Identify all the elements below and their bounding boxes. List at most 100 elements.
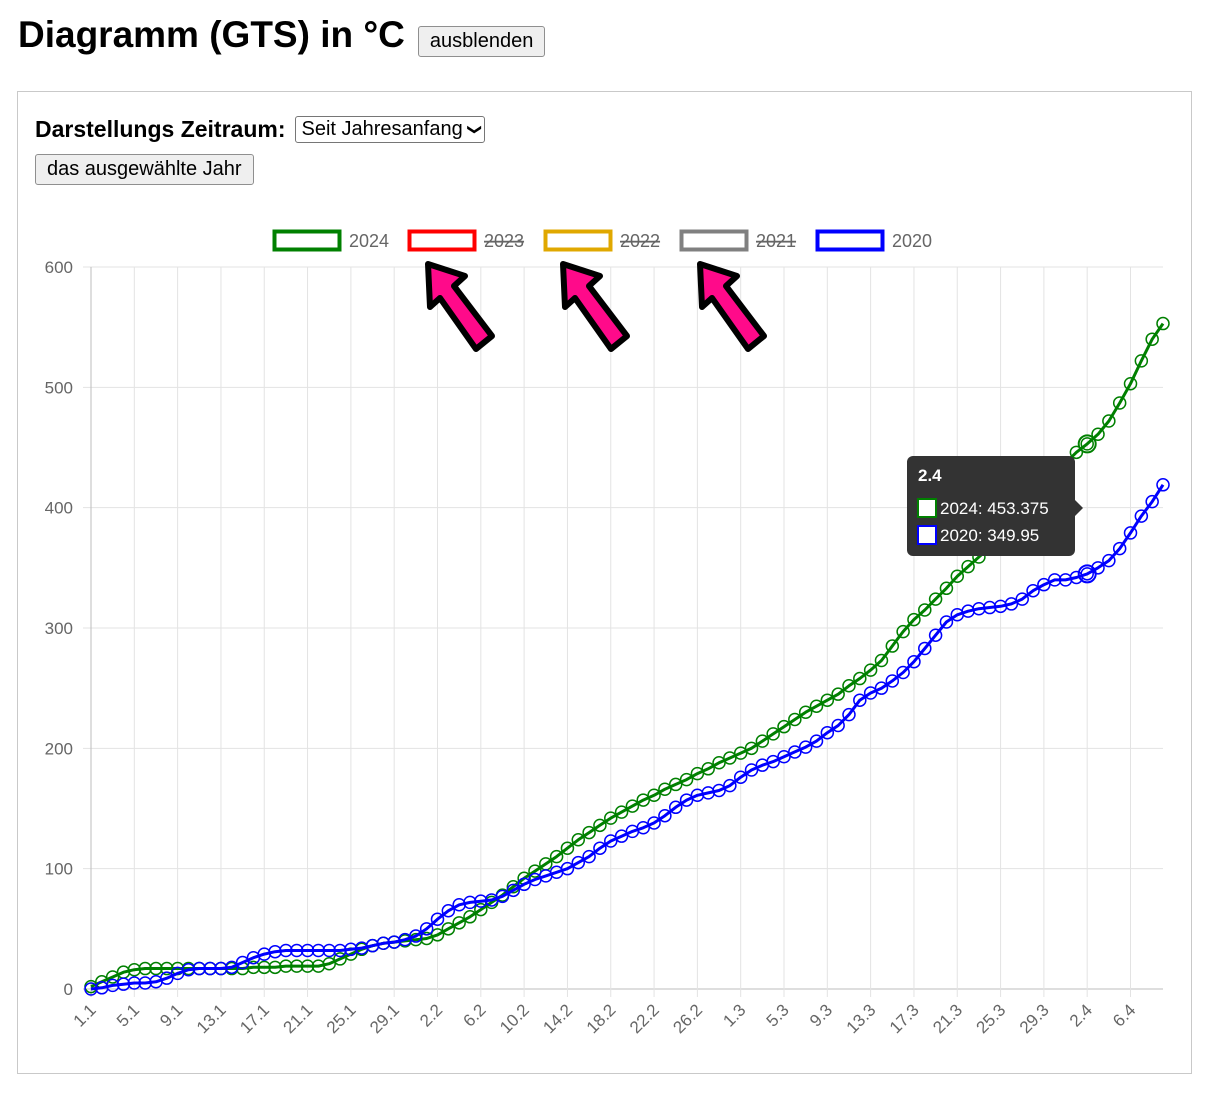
data-point-2020[interactable]: [1112, 541, 1127, 556]
legend-swatch-2020[interactable]: [815, 229, 885, 252]
data-point-2024[interactable]: [571, 833, 586, 847]
data-point-2024[interactable]: [246, 960, 261, 975]
data-point-2020[interactable]: [863, 686, 878, 700]
data-point-2020[interactable]: [788, 745, 802, 759]
data-point-2020[interactable]: [84, 982, 98, 996]
data-point-2024[interactable]: [658, 782, 672, 796]
data-point-2020[interactable]: [1015, 592, 1029, 606]
data-point-2020[interactable]: [1026, 583, 1040, 598]
data-point-2024[interactable]: [1123, 376, 1138, 391]
data-point-2020[interactable]: [885, 674, 900, 688]
data-point-2020[interactable]: [679, 793, 694, 807]
data-point-2020[interactable]: [820, 725, 835, 740]
data-point-2020[interactable]: [1156, 478, 1170, 492]
data-point-2024[interactable]: [1080, 437, 1094, 451]
data-point-2024[interactable]: [950, 569, 965, 584]
data-point-2024[interactable]: [766, 727, 780, 741]
data-point-2024[interactable]: [777, 719, 791, 734]
data-point-2024[interactable]: [1102, 414, 1116, 428]
data-point-2024[interactable]: [614, 805, 629, 819]
data-point-2020[interactable]: [733, 770, 748, 784]
legend-swatch-2021[interactable]: [679, 229, 749, 252]
data-point-2024[interactable]: [647, 788, 661, 803]
data-point-2020[interactable]: [972, 601, 986, 616]
data-point-2020[interactable]: [658, 808, 672, 823]
data-point-2020[interactable]: [311, 943, 326, 958]
data-point-2020[interactable]: [744, 763, 759, 777]
data-point-2024[interactable]: [679, 772, 694, 787]
data-point-2020[interactable]: [138, 976, 152, 990]
data-point-2020[interactable]: [582, 849, 596, 864]
data-point-2024[interactable]: [885, 639, 900, 653]
data-point-2020[interactable]: [809, 734, 824, 748]
data-point-2020[interactable]: [289, 943, 304, 958]
legend-swatch-2022[interactable]: [543, 229, 613, 252]
data-point-2024[interactable]: [961, 559, 975, 574]
data-point-2020[interactable]: [636, 821, 650, 835]
data-point-2020[interactable]: [116, 977, 131, 991]
data-point-2024[interactable]: [474, 902, 488, 917]
data-point-2020[interactable]: [918, 641, 932, 656]
data-point-2024[interactable]: [1069, 445, 1084, 460]
data-point-2020[interactable]: [842, 707, 856, 722]
data-point-2020[interactable]: [831, 718, 845, 733]
legend-swatch-2024[interactable]: [272, 229, 342, 252]
data-point-2020[interactable]: [333, 943, 347, 958]
data-point-2020[interactable]: [344, 942, 358, 957]
data-point-2024[interactable]: [798, 705, 813, 719]
data-point-2020[interactable]: [1134, 509, 1149, 523]
legend-label-2021[interactable]: 2021: [756, 231, 796, 251]
data-point-2024[interactable]: [300, 959, 315, 973]
data-point-2020[interactable]: [560, 861, 575, 876]
data-point-2020[interactable]: [1123, 526, 1138, 540]
data-point-2020[interactable]: [907, 654, 921, 669]
data-point-2020[interactable]: [181, 962, 196, 977]
data-point-2020[interactable]: [474, 894, 488, 908]
data-point-2020[interactable]: [571, 855, 586, 870]
data-point-2020[interactable]: [517, 877, 531, 892]
data-point-2024[interactable]: [289, 959, 304, 973]
data-point-2020[interactable]: [376, 936, 391, 951]
data-point-2020[interactable]: [614, 829, 629, 843]
data-point-2020[interactable]: [723, 778, 737, 793]
data-point-2024[interactable]: [842, 679, 856, 693]
legend-label-2024[interactable]: 2024: [349, 231, 389, 251]
data-point-2024[interactable]: [907, 612, 921, 627]
data-point-2020[interactable]: [235, 955, 250, 970]
data-point-2024[interactable]: [636, 793, 650, 807]
data-point-2020[interactable]: [441, 904, 456, 918]
data-point-2020[interactable]: [1080, 567, 1094, 581]
data-point-2020[interactable]: [160, 971, 174, 985]
hide-button[interactable]: ausblenden: [417, 25, 546, 57]
data-point-2024[interactable]: [896, 624, 910, 639]
data-point-2024[interactable]: [723, 751, 737, 765]
data-point-2024[interactable]: [430, 928, 445, 942]
data-point-2024[interactable]: [322, 956, 336, 971]
data-point-2020[interactable]: [322, 943, 336, 958]
data-point-2024[interactable]: [755, 734, 770, 748]
data-point-2024[interactable]: [820, 693, 835, 707]
data-point-2024[interactable]: [441, 922, 456, 936]
data-point-2024[interactable]: [105, 970, 120, 984]
legend-swatch-2023[interactable]: [407, 229, 477, 252]
selected-year-button[interactable]: das ausgewählte Jahr: [35, 154, 254, 185]
legend-label-2020[interactable]: 2020: [892, 231, 932, 251]
data-point-2020[interactable]: [1037, 577, 1051, 592]
data-point-2020[interactable]: [668, 800, 683, 815]
data-point-2020[interactable]: [1145, 494, 1159, 509]
data-point-2020[interactable]: [853, 693, 867, 707]
data-point-2020[interactable]: [105, 978, 120, 993]
data-point-2020[interactable]: [798, 740, 813, 754]
data-point-2024[interactable]: [452, 916, 466, 930]
legend-label-2022[interactable]: 2022: [620, 231, 660, 251]
data-point-2024[interactable]: [863, 663, 878, 677]
data-point-2024[interactable]: [549, 849, 564, 864]
data-point-2020[interactable]: [203, 961, 217, 976]
data-point-2020[interactable]: [506, 883, 521, 898]
data-point-2024[interactable]: [268, 960, 282, 975]
data-point-2020[interactable]: [712, 783, 726, 798]
data-point-2024[interactable]: [279, 959, 293, 973]
data-point-2024[interactable]: [463, 910, 477, 924]
data-point-2024[interactable]: [138, 961, 152, 976]
data-point-2020[interactable]: [766, 754, 780, 769]
